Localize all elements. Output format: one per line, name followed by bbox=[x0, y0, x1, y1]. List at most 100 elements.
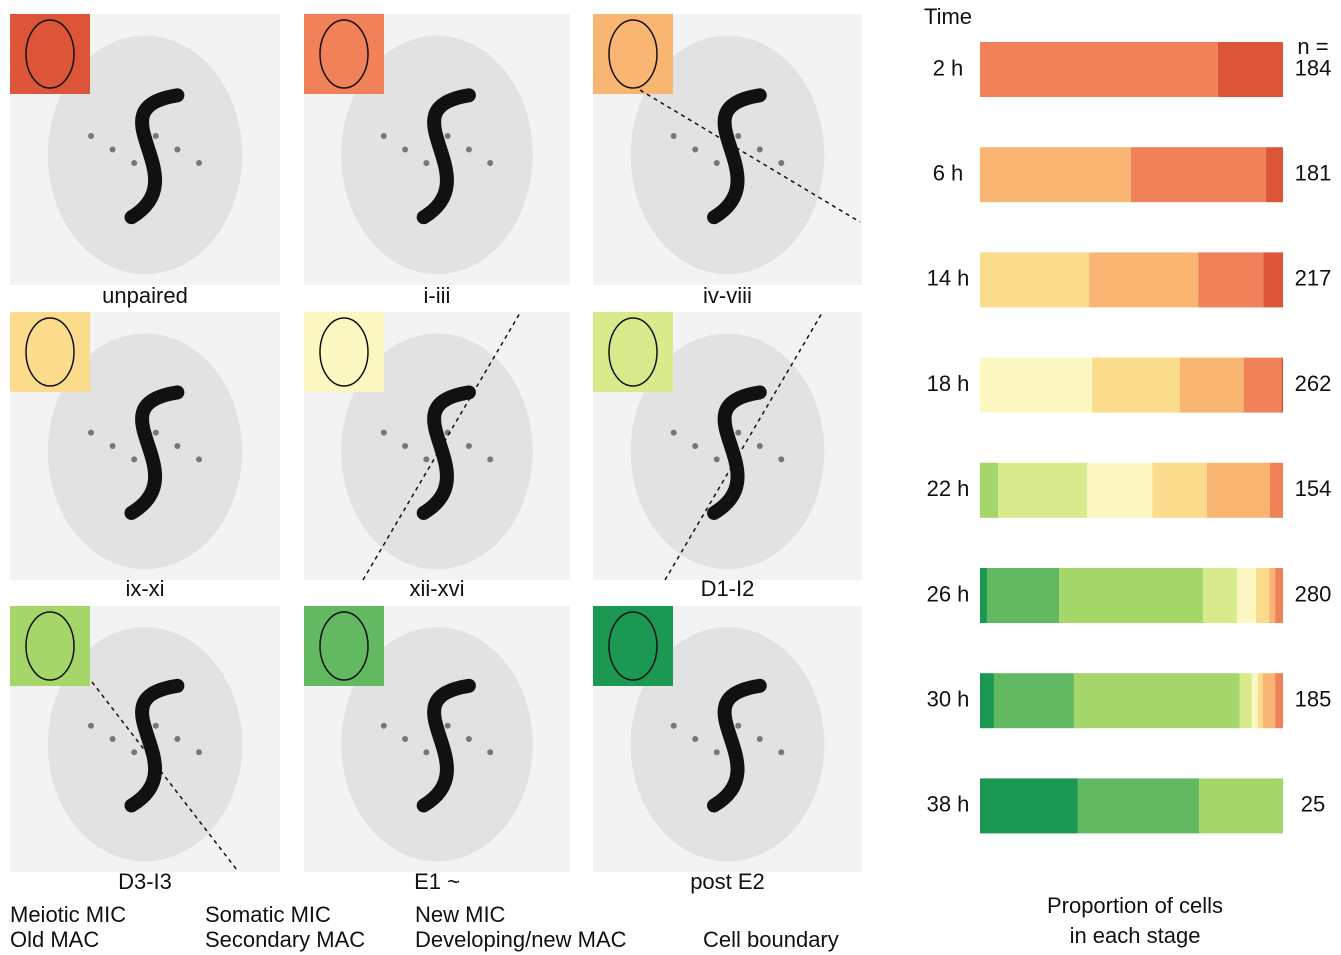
micrograph-panel: xii-xvi bbox=[304, 312, 570, 601]
nucleus-dot bbox=[735, 430, 741, 436]
panel-label: unpaired bbox=[102, 283, 188, 308]
panel-label: D1-I2 bbox=[701, 576, 755, 601]
nucleus-dot bbox=[131, 456, 137, 462]
bar-segment bbox=[1263, 252, 1283, 307]
legend-entry: Developing/new MAC bbox=[415, 927, 627, 952]
nucleus-dot bbox=[381, 723, 387, 729]
cell-count: 217 bbox=[1295, 266, 1332, 291]
bar-segment bbox=[980, 568, 987, 623]
stage-inset bbox=[593, 14, 673, 94]
time-label: 14 h bbox=[927, 266, 970, 291]
nucleus-dot bbox=[423, 456, 429, 462]
legend-entry: Cell boundary bbox=[703, 927, 839, 952]
nucleus-dot bbox=[110, 443, 116, 449]
micrograph-panel: unpaired bbox=[10, 14, 280, 308]
bar-segment bbox=[1092, 358, 1180, 413]
nucleus-dot bbox=[487, 456, 493, 462]
micrograph-panel: D1-I2 bbox=[593, 312, 862, 601]
nucleus-dot bbox=[692, 736, 698, 742]
nucleus-dot bbox=[487, 749, 493, 755]
time-label: 2 h bbox=[933, 55, 964, 80]
time-label: 30 h bbox=[927, 687, 970, 712]
bar-segment bbox=[987, 568, 1059, 623]
bar-segment bbox=[1269, 568, 1275, 623]
nucleus-dot bbox=[757, 443, 763, 449]
micrograph-panel: i-iii bbox=[304, 14, 570, 308]
panel-label: ix-xi bbox=[125, 576, 164, 601]
nucleus-dot bbox=[778, 160, 784, 166]
stage-inset bbox=[304, 14, 384, 94]
nucleus-dot bbox=[466, 147, 472, 153]
cell-count: 185 bbox=[1295, 687, 1332, 712]
micrograph-panel: iv-viii bbox=[593, 14, 862, 308]
bar-segment bbox=[1240, 673, 1252, 728]
nucleus-dot bbox=[714, 749, 720, 755]
nucleus-dot bbox=[692, 147, 698, 153]
nucleus-dot bbox=[487, 160, 493, 166]
bar-segment bbox=[980, 252, 1089, 307]
bar-segment bbox=[1152, 463, 1207, 518]
bar-segment bbox=[1275, 568, 1283, 623]
nucleus-dot bbox=[778, 456, 784, 462]
bar-segment bbox=[1275, 673, 1283, 728]
nucleus-dot bbox=[445, 723, 451, 729]
bar-segment bbox=[1281, 358, 1283, 413]
nucleus-dot bbox=[714, 160, 720, 166]
cell-count: 181 bbox=[1295, 161, 1332, 186]
bar-segment bbox=[1207, 463, 1270, 518]
panel-label: xii-xvi bbox=[410, 576, 465, 601]
figure: unpaired i-iii iv-viii ix-xi xii-xvi D1-I2 D3-… bbox=[0, 0, 1341, 955]
nucleus-dot bbox=[88, 723, 94, 729]
nucleus-dot bbox=[110, 736, 116, 742]
panel-label: i-iii bbox=[424, 283, 451, 308]
nucleus-dot bbox=[131, 160, 137, 166]
time-label: 26 h bbox=[927, 581, 970, 606]
bar-segment bbox=[1258, 673, 1263, 728]
nucleus-dot bbox=[88, 133, 94, 139]
nucleus-dot bbox=[174, 443, 180, 449]
panel-label: post E2 bbox=[690, 869, 765, 894]
bar-segment bbox=[980, 147, 1131, 202]
nucleus-dot bbox=[174, 147, 180, 153]
nucleus-dot bbox=[196, 160, 202, 166]
cell-count: 184 bbox=[1295, 55, 1332, 80]
nucleus-dot bbox=[153, 723, 159, 729]
bar-segment bbox=[1203, 568, 1237, 623]
micrograph-panel: post E2 bbox=[593, 606, 862, 894]
time-header: Time bbox=[924, 4, 972, 29]
panel-label: D3-I3 bbox=[118, 869, 172, 894]
stage-inset bbox=[10, 312, 90, 392]
bar-segment bbox=[980, 42, 1218, 97]
nucleus-dot bbox=[778, 749, 784, 755]
nucleus-dot bbox=[757, 736, 763, 742]
panel-label: E1 ~ bbox=[414, 869, 460, 894]
cell-count: 25 bbox=[1301, 792, 1325, 817]
nucleus-dot bbox=[466, 736, 472, 742]
legend-entry: New MIC bbox=[415, 902, 506, 927]
nucleus-dot bbox=[381, 133, 387, 139]
nucleus-dot bbox=[714, 456, 720, 462]
bar-segment bbox=[1059, 568, 1203, 623]
nucleus-dot bbox=[153, 133, 159, 139]
stage-inset bbox=[593, 312, 673, 392]
bar-segment bbox=[1256, 568, 1269, 623]
micrograph-panel: D3-I3 bbox=[10, 606, 280, 894]
nucleus-dot bbox=[88, 430, 94, 436]
bar-segment bbox=[1266, 147, 1283, 202]
nucleus-dot bbox=[671, 430, 677, 436]
nucleus-dot bbox=[402, 443, 408, 449]
bar-segment bbox=[998, 463, 1087, 518]
nucleus-dot bbox=[131, 749, 137, 755]
panel-label: iv-viii bbox=[703, 283, 752, 308]
x-axis-label: in each stage bbox=[1070, 923, 1201, 948]
stage-inset bbox=[10, 14, 90, 94]
nucleus-dot bbox=[466, 443, 472, 449]
time-label: 6 h bbox=[933, 161, 964, 186]
stage-inset bbox=[593, 606, 673, 686]
micrograph-panel: E1 ~ bbox=[304, 606, 570, 894]
nucleus-dot bbox=[153, 430, 159, 436]
bar-segment bbox=[1180, 358, 1244, 413]
stage-inset bbox=[10, 606, 90, 686]
cell-count: 262 bbox=[1295, 371, 1332, 396]
nucleus-dot bbox=[423, 749, 429, 755]
